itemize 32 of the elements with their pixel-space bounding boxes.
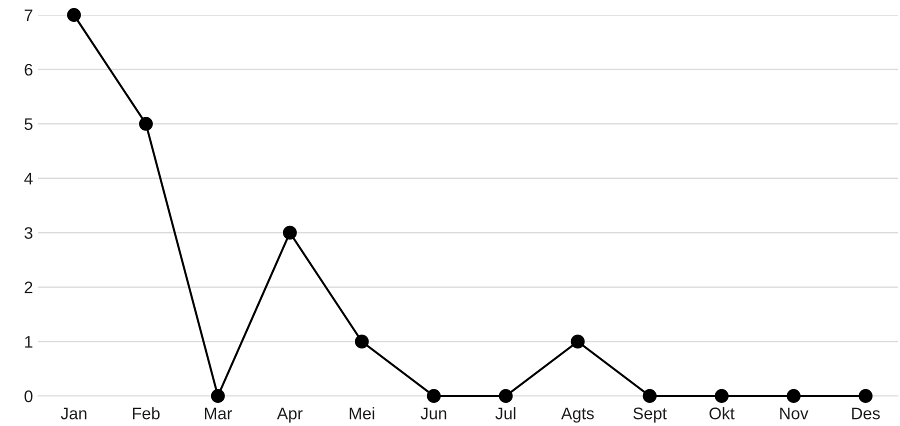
point — [642, 389, 657, 403]
x-tick-label: Sept — [633, 408, 667, 423]
y-tick-label: 4 — [24, 172, 33, 184]
y-tick-label: 0 — [24, 390, 32, 402]
y-tick-label: 3 — [24, 227, 32, 239]
y-tick-label: 5 — [24, 118, 32, 130]
point — [282, 226, 297, 240]
y-tick-label: 2 — [24, 282, 32, 294]
point — [139, 116, 153, 131]
x-tick-label: Jul — [495, 407, 516, 420]
y-tick-label: 1 — [25, 336, 32, 348]
x-tick-label: Apr — [276, 408, 303, 423]
y-tick-label: 7 — [24, 10, 32, 22]
point — [714, 389, 729, 403]
point — [426, 389, 441, 403]
point — [210, 389, 225, 403]
point — [858, 389, 873, 403]
x-tick-label: Mei — [350, 407, 374, 420]
point — [67, 8, 81, 22]
x-tick-label: Feb — [132, 407, 160, 420]
x-tick-label: Nov — [780, 408, 808, 420]
point — [786, 389, 801, 403]
point — [498, 389, 513, 403]
y-tick-label: 6 — [24, 64, 32, 76]
x-tick-label: Jan — [60, 408, 86, 420]
x-tick-label: Okt — [710, 407, 735, 420]
point — [570, 334, 585, 349]
x-tick-label: Mar — [204, 408, 232, 420]
point — [354, 334, 369, 349]
x-tick-label: Agts — [561, 408, 594, 423]
x-tick-label: Des — [852, 408, 880, 420]
x-tick-label: Jun — [420, 408, 446, 420]
